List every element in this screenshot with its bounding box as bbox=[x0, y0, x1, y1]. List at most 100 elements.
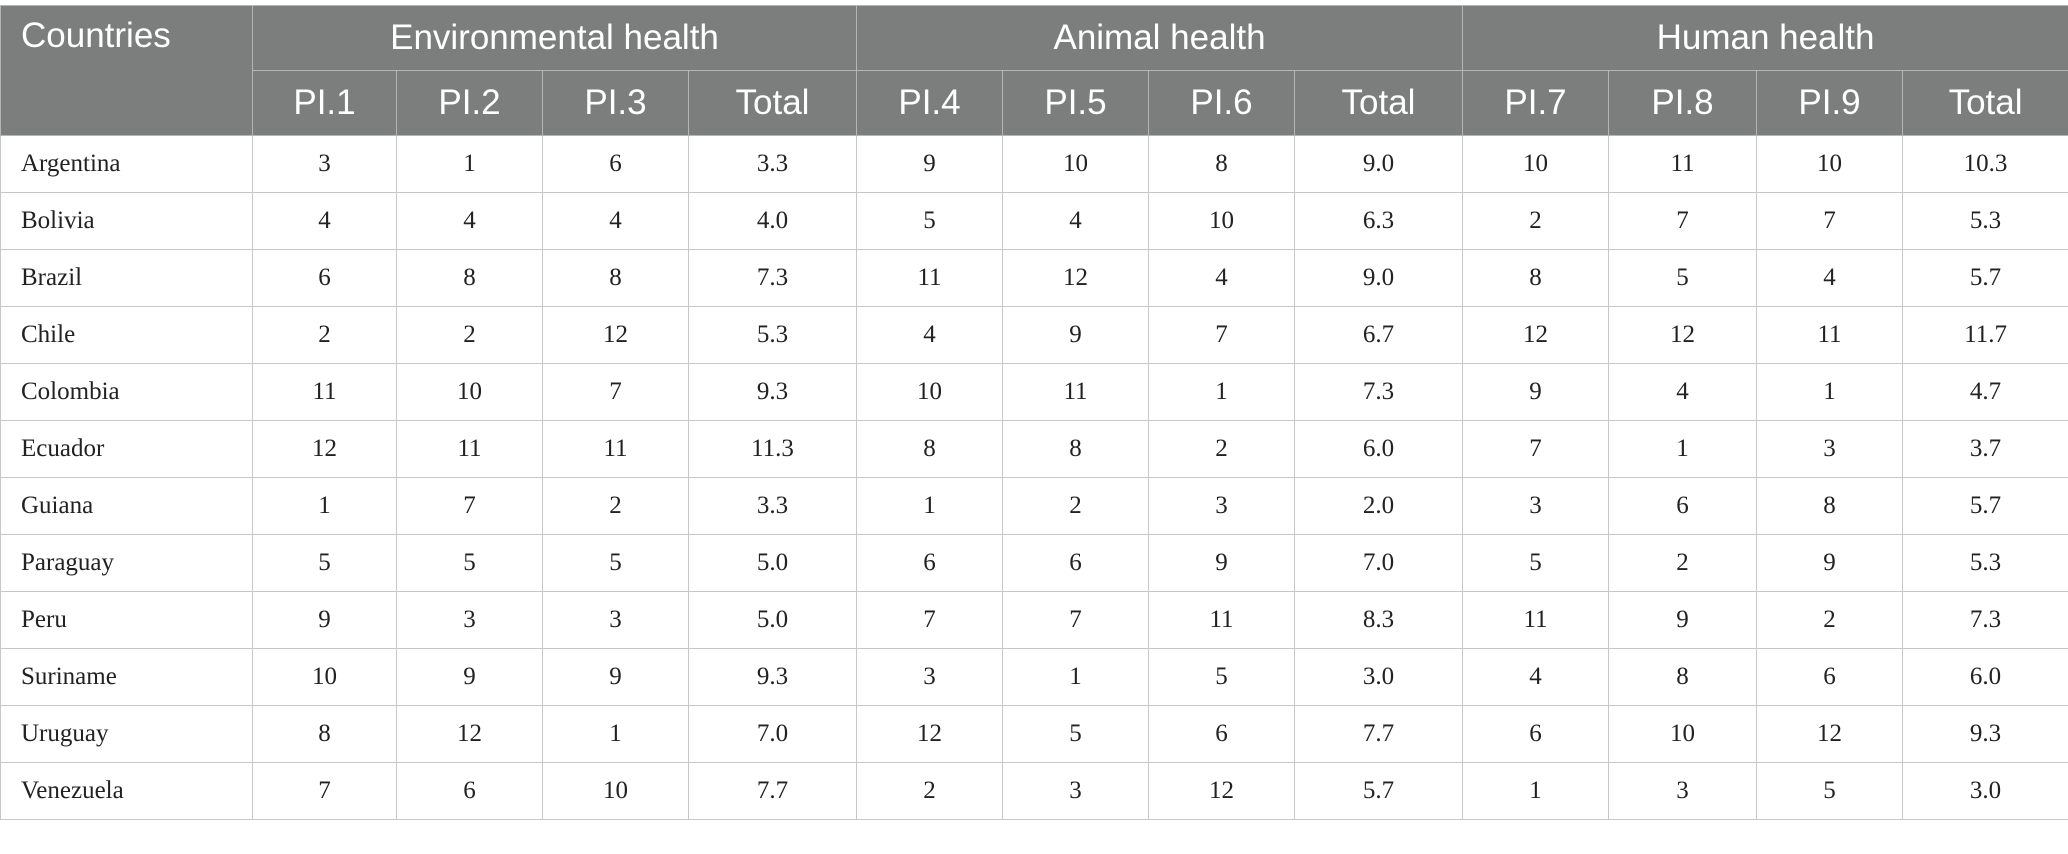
value-cell: 10.3 bbox=[1902, 135, 2068, 193]
value-cell: 10 bbox=[1148, 192, 1295, 250]
column-header: Total bbox=[688, 70, 857, 136]
value-cell: 4 bbox=[1462, 648, 1610, 706]
value-cell: 7 bbox=[856, 591, 1003, 649]
value-cell: 8 bbox=[1148, 135, 1295, 193]
value-cell: 2 bbox=[542, 477, 689, 535]
value-cell: 3 bbox=[396, 591, 543, 649]
value-cell: 4.0 bbox=[688, 192, 857, 250]
country-cell: Colombia bbox=[0, 363, 253, 421]
country-cell: Argentina bbox=[0, 135, 253, 193]
value-cell: 3 bbox=[1462, 477, 1610, 535]
value-cell: 11 bbox=[542, 420, 689, 478]
value-cell: 3.3 bbox=[688, 477, 857, 535]
value-cell: 10 bbox=[396, 363, 543, 421]
value-cell: 6 bbox=[396, 762, 543, 820]
value-cell: 9 bbox=[396, 648, 543, 706]
value-cell: 12 bbox=[1756, 705, 1904, 763]
value-cell: 8 bbox=[252, 705, 397, 763]
country-cell: Guiana bbox=[0, 477, 253, 535]
value-cell: 5 bbox=[1002, 705, 1149, 763]
country-cell: Paraguay bbox=[0, 534, 253, 592]
column-header: PI.1 bbox=[252, 70, 397, 136]
value-cell: 3 bbox=[1148, 477, 1295, 535]
value-cell: 8 bbox=[1608, 648, 1758, 706]
value-cell: 7 bbox=[1148, 306, 1295, 364]
value-cell: 12 bbox=[396, 705, 543, 763]
value-cell: 5.0 bbox=[688, 591, 857, 649]
country-cell: Uruguay bbox=[0, 705, 253, 763]
value-cell: 9 bbox=[542, 648, 689, 706]
value-cell: 3.0 bbox=[1902, 762, 2068, 820]
value-cell: 3 bbox=[1002, 762, 1149, 820]
value-cell: 12 bbox=[1148, 762, 1295, 820]
group-header-human: Human health bbox=[1462, 5, 2068, 71]
value-cell: 2 bbox=[1148, 420, 1295, 478]
value-cell: 4.7 bbox=[1902, 363, 2068, 421]
value-cell: 10 bbox=[1002, 135, 1149, 193]
value-cell: 5.3 bbox=[1902, 534, 2068, 592]
value-cell: 5 bbox=[252, 534, 397, 592]
value-cell: 7.7 bbox=[688, 762, 857, 820]
value-cell: 12 bbox=[1462, 306, 1610, 364]
table-header: Countries Environmental health Animal he… bbox=[0, 5, 2068, 136]
value-cell: 4 bbox=[1756, 249, 1904, 307]
value-cell: 9.3 bbox=[688, 363, 857, 421]
value-cell: 10 bbox=[542, 762, 689, 820]
value-cell: 9 bbox=[1462, 363, 1610, 421]
column-header: PI.9 bbox=[1756, 70, 1904, 136]
value-cell: 7 bbox=[1002, 591, 1149, 649]
country-cell: Bolivia bbox=[0, 192, 253, 250]
value-cell: 5.3 bbox=[1902, 192, 2068, 250]
rankings-table: Countries Environmental health Animal he… bbox=[0, 5, 2068, 820]
value-cell: 9.3 bbox=[688, 648, 857, 706]
value-cell: 4 bbox=[396, 192, 543, 250]
value-cell: 9 bbox=[856, 135, 1003, 193]
value-cell: 2 bbox=[396, 306, 543, 364]
value-cell: 5.0 bbox=[688, 534, 857, 592]
table-row: Colombia 11 10 7 9.3 10 11 1 7.3 9 4 1 4.7 bbox=[0, 363, 2068, 421]
value-cell: 1 bbox=[252, 477, 397, 535]
value-cell: 10 bbox=[252, 648, 397, 706]
value-cell: 12 bbox=[1002, 249, 1149, 307]
value-cell: 2 bbox=[856, 762, 1003, 820]
value-cell: 4 bbox=[1002, 192, 1149, 250]
table-row: Venezuela 7 6 10 7.7 2 3 12 5.7 1 3 5 3.0 bbox=[0, 762, 2068, 820]
value-cell: 1 bbox=[1002, 648, 1149, 706]
value-cell: 9 bbox=[1002, 306, 1149, 364]
value-cell: 7 bbox=[396, 477, 543, 535]
value-cell: 3.0 bbox=[1293, 648, 1464, 706]
country-cell: Ecuador bbox=[0, 420, 253, 478]
value-cell: 4 bbox=[252, 192, 397, 250]
value-cell: 7.7 bbox=[1293, 705, 1464, 763]
table-row: Guiana 1 7 2 3.3 1 2 3 2.0 3 6 8 5.7 bbox=[0, 477, 2068, 535]
country-cell: Venezuela bbox=[0, 762, 253, 820]
value-cell: 3 bbox=[542, 591, 689, 649]
value-cell: 9.0 bbox=[1293, 249, 1464, 307]
value-cell: 6.7 bbox=[1293, 306, 1464, 364]
value-cell: 5 bbox=[1756, 762, 1904, 820]
value-cell: 5.7 bbox=[1902, 249, 2068, 307]
country-cell: Brazil bbox=[0, 249, 253, 307]
value-cell: 7.0 bbox=[1293, 534, 1464, 592]
value-cell: 6.3 bbox=[1293, 192, 1464, 250]
value-cell: 9.3 bbox=[1902, 705, 2068, 763]
value-cell: 11 bbox=[1148, 591, 1295, 649]
value-cell: 6 bbox=[252, 249, 397, 307]
column-header: PI.7 bbox=[1462, 70, 1610, 136]
value-cell: 5 bbox=[1148, 648, 1295, 706]
value-cell: 4 bbox=[1148, 249, 1295, 307]
value-cell: 5 bbox=[856, 192, 1003, 250]
value-cell: 3 bbox=[1756, 420, 1904, 478]
value-cell: 8 bbox=[1462, 249, 1610, 307]
value-cell: 11 bbox=[1608, 135, 1758, 193]
column-header: PI.3 bbox=[542, 70, 689, 136]
value-cell: 12 bbox=[542, 306, 689, 364]
value-cell: 2 bbox=[1462, 192, 1610, 250]
value-cell: 1 bbox=[1756, 363, 1904, 421]
value-cell: 6 bbox=[1148, 705, 1295, 763]
value-cell: 5 bbox=[1462, 534, 1610, 592]
table-row: Chile 2 2 12 5.3 4 9 7 6.7 12 12 11 11.7 bbox=[0, 306, 2068, 364]
value-cell: 11 bbox=[252, 363, 397, 421]
value-cell: 11.7 bbox=[1902, 306, 2068, 364]
table-row: Uruguay 8 12 1 7.0 12 5 6 7.7 6 10 12 9.3 bbox=[0, 705, 2068, 763]
